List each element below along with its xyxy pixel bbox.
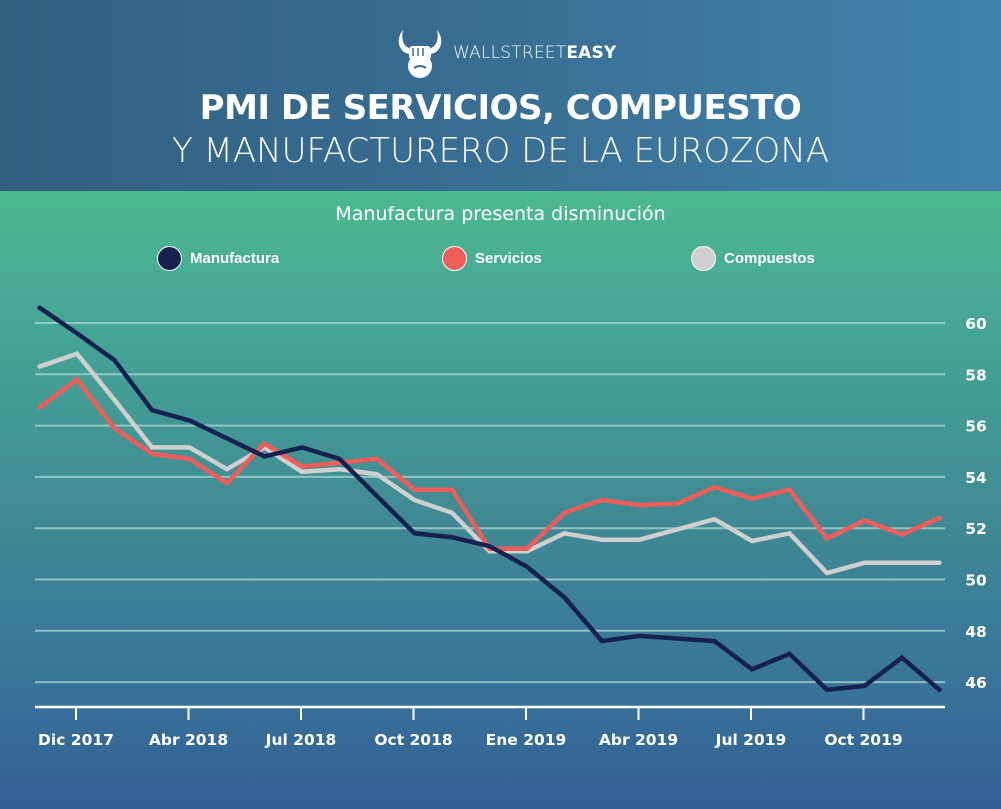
logo-text: WALLSTREETEASY: [453, 43, 616, 63]
legend-label-compuestos: Compuestos: [724, 249, 815, 267]
logo-text-bold: EASY: [566, 43, 617, 63]
series-line-manufactura: [37, 305, 942, 693]
y-tick-label-56: 56: [965, 418, 987, 436]
series-line-servicios: [37, 376, 942, 551]
chart-subtitle: Manufactura presenta disminución: [335, 203, 666, 225]
legend-label-servicios: Servicios: [475, 249, 542, 267]
y-tick-label-54: 54: [965, 469, 987, 487]
x-tick-label: Oct 2019: [824, 731, 902, 749]
x-tick-label: Abr 2018: [149, 731, 228, 749]
series-line-compuestos: [37, 351, 942, 576]
chart-title-line1: PMI DE SERVICIOS, COMPUESTO: [199, 88, 802, 128]
x-tick-label: Jul 2019: [715, 731, 787, 749]
x-tick-label: Oct 2018: [374, 731, 452, 749]
x-axis: Dic 2017 Abr 2018 Jul 2018 Oct 2018 Ene 2019…: [35, 705, 945, 749]
logo-text-light: WALLSTREET: [453, 43, 567, 63]
legend-label-manufactura: Manufactura: [190, 249, 280, 267]
y-axis-labels: 60 58 56 54 52 50 48 46: [965, 315, 987, 692]
gridlines: [35, 322, 945, 684]
y-tick-label-52: 52: [965, 520, 987, 538]
legend-item-servicios: Servicios: [442, 244, 542, 272]
legend-item-manufactura: Manufactura: [157, 244, 279, 272]
x-tick-label: Ene 2019: [486, 731, 567, 749]
logo: WALLSTREETEASY: [397, 26, 616, 80]
y-tick-label-46: 46: [965, 674, 987, 692]
y-tick-label-48: 48: [965, 623, 987, 641]
legend-swatch-servicios: [442, 245, 467, 271]
x-tick-label: Dic 2017: [38, 731, 114, 749]
y-tick-label-58: 58: [965, 366, 987, 384]
series-lines: [37, 305, 942, 693]
y-tick-label-50: 50: [965, 572, 987, 590]
bull-fist-icon: [398, 30, 442, 78]
chart-title-line2: Y MANUFACTURERO DE LA EUROZONA: [171, 131, 830, 171]
legend-swatch-compuestos: [691, 245, 716, 271]
legend-item-compuestos: Compuestos: [691, 244, 815, 272]
x-tick-label: Abr 2019: [599, 731, 678, 749]
x-tick-label: Jul 2018: [265, 731, 337, 749]
y-tick-label-60: 60: [965, 315, 987, 333]
legend-swatch-manufactura: [157, 245, 182, 271]
header-banner: WALLSTREETEASY PMI DE SERVICIOS, COMPUES…: [0, 0, 1001, 191]
